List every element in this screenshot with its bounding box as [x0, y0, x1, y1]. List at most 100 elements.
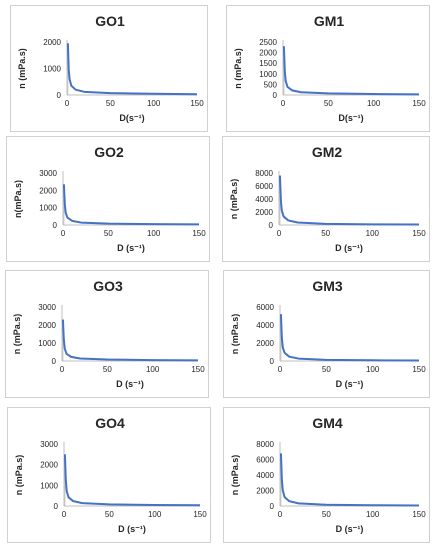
x-axis-label: D (s⁻¹)	[335, 243, 363, 253]
chart-svg: GM2 0 2000 4000 6000 8000 0 50 100 150 D (s⁻¹) n (m…	[229, 144, 426, 253]
x-axis-label: D (s⁻¹)	[116, 379, 144, 389]
x-tick-label: 50	[324, 99, 333, 108]
x-tick-label: 100	[366, 365, 380, 374]
x-tick-label: 150	[412, 365, 426, 374]
y-tick-label: 1000	[38, 339, 56, 348]
y-tick-label: 2000	[43, 38, 61, 47]
chart-title: GO1	[95, 13, 125, 29]
x-tick-label: 150	[193, 510, 207, 519]
y-tick-label: 0	[269, 221, 274, 230]
y-tick-label: 0	[273, 91, 278, 100]
y-axis-label: n (mPa.s)	[14, 455, 24, 496]
x-tick-label: 100	[366, 229, 380, 238]
series-line	[279, 453, 420, 507]
y-tick-label: 0	[270, 502, 275, 511]
x-tick-label: 50	[322, 510, 331, 519]
series-line	[282, 46, 420, 96]
chart-panel-go1: GO1 0 1000 2000 0 50 100 150 D(s⁻¹) n (mPa.s)	[10, 5, 208, 132]
x-tick-label: 50	[105, 510, 114, 519]
chart-title: GM2	[312, 144, 343, 160]
x-axis-label: D (s⁻¹)	[118, 524, 146, 534]
x-tick-label: 0	[62, 510, 67, 519]
x-tick-label: 50	[106, 99, 115, 108]
y-tick-label: 1000	[39, 204, 57, 213]
y-axis-label: n (mPa.s)	[230, 314, 240, 355]
chart-panel-go3: GO3 0 1000 2000 3000 0 50 100 150 D (s⁻¹) n (mPa.s…	[5, 270, 209, 398]
y-tick-label: 4000	[255, 195, 273, 204]
chart-svg: GM3 0 2000 4000 6000 0 50 100 150 D (s⁻¹) n (mPa.s…	[230, 278, 426, 389]
chart-title: GO3	[93, 278, 123, 294]
chart-panel-gm3: GM3 0 2000 4000 6000 0 50 100 150 D (s⁻¹) n (mPa.s…	[223, 270, 430, 398]
y-tick-label: 2500	[259, 38, 277, 47]
x-tick-label: 150	[412, 510, 426, 519]
y-tick-label: 8000	[255, 169, 273, 178]
x-tick-label: 0	[61, 229, 66, 238]
y-tick-label: 6000	[256, 456, 274, 465]
chart-panel-gm1: GM1 0 500 1000 1500 2000 2500 0 50 100 150 D(s⁻¹) n …	[226, 5, 430, 132]
x-axis-label: D (s⁻¹)	[336, 524, 364, 534]
x-tick-label: 150	[191, 365, 205, 374]
y-tick-label: 4000	[256, 471, 274, 480]
y-tick-label: 2000	[38, 321, 56, 330]
x-tick-label: 0	[60, 365, 65, 374]
y-axis-label: n (mPa.s)	[12, 314, 22, 355]
chart-svg: GO1 0 1000 2000 0 50 100 150 D(s⁻¹) n (mPa.s)	[17, 13, 204, 123]
y-tick-label: 2000	[39, 186, 57, 195]
y-axis-label: n (mPa.s)	[229, 179, 239, 220]
x-axis-label: D(s⁻¹)	[119, 113, 144, 123]
y-axis-label: n(mPa.s)	[13, 180, 23, 218]
series-line	[66, 43, 198, 96]
y-tick-label: 3000	[40, 440, 58, 449]
x-tick-label: 100	[148, 510, 162, 519]
x-tick-label: 150	[190, 99, 204, 108]
x-tick-label: 100	[147, 99, 161, 108]
series-line	[62, 184, 200, 226]
x-tick-label: 150	[192, 229, 206, 238]
y-axis-label: n (mPa.s)	[230, 455, 240, 496]
x-tick-label: 0	[65, 99, 70, 108]
y-tick-label: 1000	[43, 65, 61, 74]
y-tick-label: 2000	[255, 208, 273, 217]
y-tick-label: 1000	[259, 70, 277, 79]
y-tick-label: 0	[57, 91, 62, 100]
x-tick-label: 0	[278, 510, 283, 519]
x-tick-label: 100	[147, 229, 161, 238]
y-tick-label: 2000	[259, 49, 277, 58]
x-tick-label: 100	[367, 99, 381, 108]
chart-title: GO4	[95, 415, 125, 431]
x-tick-label: 0	[278, 365, 283, 374]
y-tick-label: 2000	[40, 461, 58, 470]
y-tick-label: 3000	[38, 303, 56, 312]
x-tick-label: 100	[146, 365, 160, 374]
y-tick-label: 0	[53, 221, 58, 230]
chart-panel-gm4: GM4 0 2000 4000 6000 8000 0 50 100 150 D (s⁻¹) n (m…	[223, 407, 430, 543]
y-tick-label: 0	[52, 357, 57, 366]
series-line	[61, 319, 199, 362]
series-line	[63, 454, 201, 507]
y-tick-label: 6000	[256, 303, 274, 312]
chart-panel-go4: GO4 0 1000 2000 3000 0 50 100 150 D (s⁻¹) n (mPa.s…	[7, 407, 211, 543]
y-tick-label: 2000	[256, 339, 274, 348]
series-line	[279, 314, 420, 362]
y-tick-label: 0	[270, 357, 275, 366]
y-tick-label: 1500	[259, 59, 277, 68]
y-tick-label: 3000	[39, 169, 57, 178]
chart-panel-go2: GO2 0 1000 2000 3000 0 50 100 150 D (s⁻¹) n(mPa.s)	[6, 136, 210, 262]
y-tick-label: 6000	[255, 182, 273, 191]
chart-svg: GO3 0 1000 2000 3000 0 50 100 150 D (s⁻¹) n (mPa.s…	[12, 278, 205, 389]
series-line	[278, 175, 420, 226]
y-axis-label: n (mPa.s)	[233, 48, 243, 89]
x-axis-label: D(s⁻¹)	[338, 113, 363, 123]
x-tick-label: 150	[412, 229, 426, 238]
y-tick-label: 1000	[40, 481, 58, 490]
chart-panel-gm2: GM2 0 2000 4000 6000 8000 0 50 100 150 D (s⁻¹) n (m…	[222, 136, 430, 262]
chart-svg: GO4 0 1000 2000 3000 0 50 100 150 D (s⁻¹) n (mPa.s…	[14, 415, 207, 534]
x-axis-label: D (s⁻¹)	[336, 379, 364, 389]
x-tick-label: 0	[281, 99, 286, 108]
x-tick-label: 100	[366, 510, 380, 519]
x-tick-label: 50	[104, 229, 113, 238]
y-tick-label: 0	[54, 502, 59, 511]
chart-title: GM1	[314, 13, 345, 29]
chart-title: GM4	[312, 415, 343, 431]
